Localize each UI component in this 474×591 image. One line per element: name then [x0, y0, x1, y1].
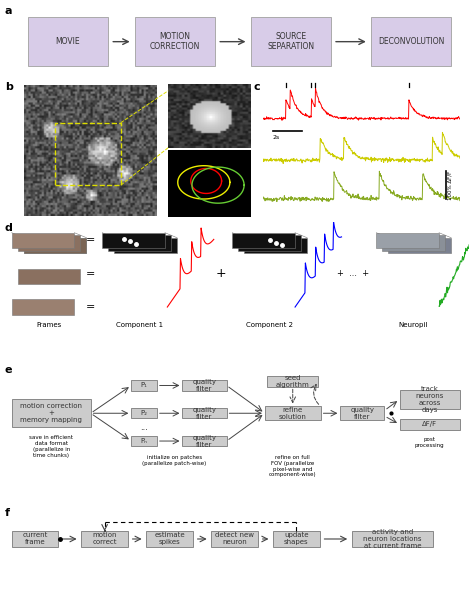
Text: =: =	[86, 269, 95, 279]
FancyBboxPatch shape	[82, 531, 128, 547]
FancyBboxPatch shape	[251, 17, 331, 66]
Bar	[24, 238, 86, 253]
FancyBboxPatch shape	[273, 531, 319, 547]
Text: seed
algorithm: seed algorithm	[276, 375, 310, 388]
Text: detect new
neuron: detect new neuron	[215, 532, 254, 545]
Text: save in efficient
data format
(parallelize in
time chunks): save in efficient data format (paralleli…	[29, 436, 73, 458]
Text: refine on full
FOV (parallelize
pixel-wise and
component-wise): refine on full FOV (parallelize pixel-wi…	[269, 455, 317, 478]
Bar	[102, 233, 165, 248]
FancyBboxPatch shape	[371, 17, 451, 66]
FancyBboxPatch shape	[340, 407, 384, 420]
Text: MOVIE: MOVIE	[55, 37, 80, 46]
Text: Component 2: Component 2	[246, 322, 293, 327]
Text: +: +	[215, 267, 226, 280]
Text: f: f	[5, 508, 10, 518]
FancyBboxPatch shape	[131, 380, 157, 391]
Bar	[245, 238, 307, 253]
Text: estimate
spikes: estimate spikes	[155, 532, 185, 545]
Text: SOURCE
SEPARATION: SOURCE SEPARATION	[267, 32, 314, 51]
Bar	[376, 233, 439, 248]
Text: DECONVOLUTION: DECONVOLUTION	[378, 37, 444, 46]
FancyBboxPatch shape	[12, 400, 91, 427]
Bar	[24, 238, 86, 253]
Text: Pₙ: Pₙ	[141, 438, 147, 444]
Bar	[18, 268, 81, 284]
Text: quality
filter: quality filter	[350, 407, 374, 420]
Bar	[12, 233, 74, 248]
Text: activity and
neuron locations
at current frame: activity and neuron locations at current…	[364, 529, 422, 549]
Text: b: b	[5, 82, 13, 92]
Text: MOTION
CORRECTION: MOTION CORRECTION	[150, 32, 200, 51]
Bar	[109, 235, 171, 251]
Text: d: d	[5, 223, 13, 233]
Bar	[18, 235, 81, 251]
FancyBboxPatch shape	[267, 376, 319, 387]
FancyBboxPatch shape	[352, 531, 433, 547]
Text: =: =	[86, 235, 95, 245]
Text: =: =	[86, 302, 95, 312]
FancyBboxPatch shape	[182, 380, 227, 391]
Text: +  ...  +: + ... +	[337, 269, 369, 278]
FancyBboxPatch shape	[146, 531, 193, 547]
Text: 2s: 2s	[273, 135, 280, 140]
FancyBboxPatch shape	[400, 389, 460, 409]
Text: motion
correct: motion correct	[92, 532, 117, 545]
Bar	[114, 238, 177, 253]
FancyBboxPatch shape	[211, 531, 258, 547]
Text: Frames: Frames	[36, 322, 62, 327]
FancyBboxPatch shape	[265, 407, 320, 420]
Bar	[12, 300, 74, 314]
FancyBboxPatch shape	[28, 17, 108, 66]
Text: ΔF/F: ΔF/F	[422, 421, 438, 427]
Text: ...: ...	[140, 423, 148, 431]
Bar	[232, 233, 295, 248]
FancyBboxPatch shape	[400, 419, 460, 430]
Text: motion correction
+
memory mapping: motion correction + memory mapping	[20, 403, 82, 423]
FancyBboxPatch shape	[182, 408, 227, 418]
Text: track
neurons
across
days: track neurons across days	[416, 386, 444, 413]
Text: quality
filter: quality filter	[192, 434, 217, 447]
FancyBboxPatch shape	[131, 436, 157, 446]
FancyBboxPatch shape	[135, 17, 215, 66]
Text: e: e	[5, 365, 12, 375]
Text: refine
solution: refine solution	[279, 407, 307, 420]
Text: initialize on patches
(parallelize patch-wise): initialize on patches (parallelize patch…	[142, 455, 206, 466]
Bar	[55, 123, 121, 185]
Text: Component 1: Component 1	[116, 322, 163, 327]
Bar	[238, 235, 301, 251]
Text: Neuropil: Neuropil	[399, 322, 428, 327]
Text: current
frame: current frame	[22, 532, 47, 545]
Text: quality
filter: quality filter	[192, 379, 217, 392]
Bar	[388, 238, 451, 253]
Text: update
shapes: update shapes	[284, 532, 309, 545]
Text: post
processing: post processing	[415, 437, 445, 447]
FancyBboxPatch shape	[131, 408, 157, 418]
FancyBboxPatch shape	[182, 436, 227, 446]
Text: 100% ΔF/F: 100% ΔF/F	[448, 171, 453, 200]
Text: a: a	[5, 6, 12, 16]
FancyBboxPatch shape	[12, 531, 58, 547]
Text: P₂: P₂	[141, 410, 147, 416]
Text: P₁: P₁	[141, 382, 147, 388]
Text: quality
filter: quality filter	[192, 407, 217, 420]
Bar	[383, 235, 445, 251]
Text: c: c	[254, 82, 260, 92]
